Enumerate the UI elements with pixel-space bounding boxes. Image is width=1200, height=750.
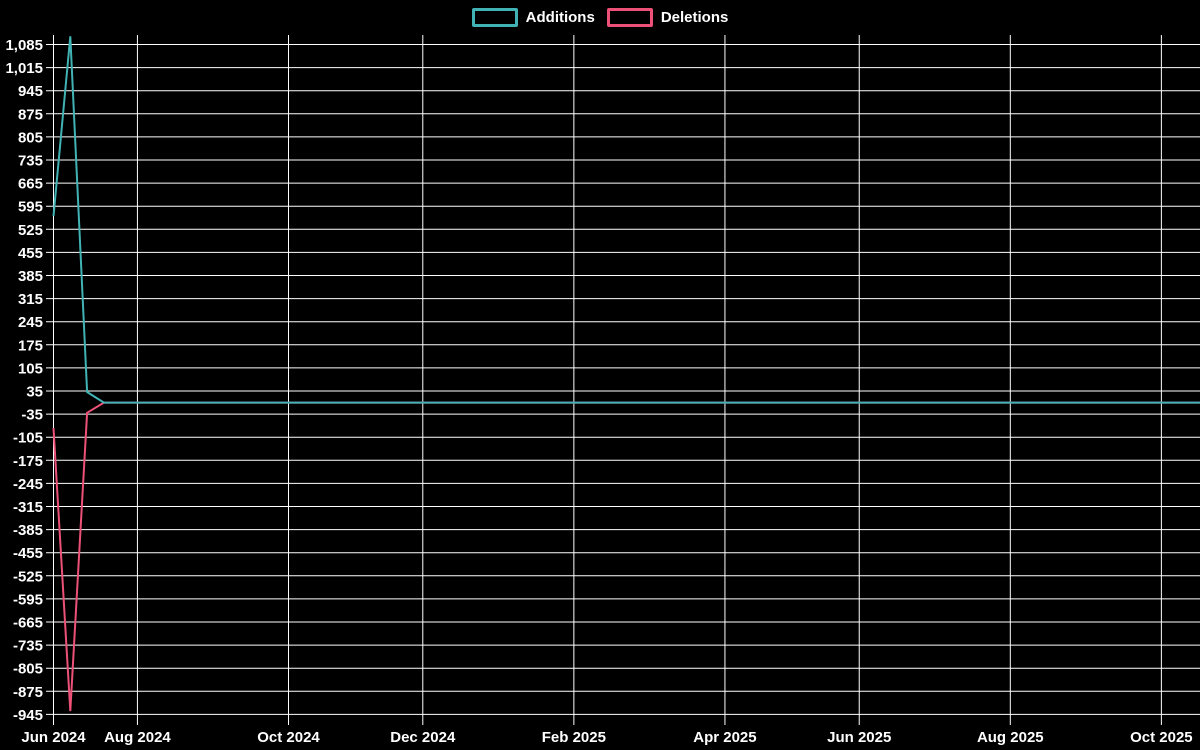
y-tick-label: 105 bbox=[18, 360, 43, 377]
legend-label-additions: Additions bbox=[525, 9, 595, 26]
y-tick-label: 875 bbox=[18, 106, 43, 123]
y-tick-label: -105 bbox=[13, 430, 43, 447]
legend-item-deletions[interactable]: Deletions bbox=[606, 8, 729, 27]
y-tick-label: 525 bbox=[18, 222, 43, 239]
y-tick-label: -315 bbox=[13, 499, 43, 516]
y-tick-label: -875 bbox=[13, 684, 43, 701]
deletions-swatch-icon bbox=[606, 8, 653, 27]
x-tick-label: Aug 2024 bbox=[104, 729, 171, 746]
y-tick-label: 805 bbox=[18, 129, 43, 146]
y-tick-label: -665 bbox=[13, 615, 43, 632]
deletions-line bbox=[52, 401, 1200, 712]
y-tick-label: -945 bbox=[13, 707, 43, 724]
x-tick-label: Feb 2025 bbox=[542, 729, 606, 746]
y-tick-label: -245 bbox=[13, 476, 43, 493]
y-tick-label: 945 bbox=[18, 83, 43, 100]
y-tick-label: -385 bbox=[13, 522, 43, 539]
x-tick-label: Oct 2024 bbox=[257, 729, 320, 746]
y-tick-label: 1,085 bbox=[5, 37, 43, 54]
y-tick-label: 1,015 bbox=[5, 60, 43, 77]
x-tick-label: Jun 2024 bbox=[21, 729, 86, 746]
y-tick-label: 175 bbox=[18, 337, 43, 354]
y-tick-label: 245 bbox=[18, 314, 43, 331]
y-tick-label: -735 bbox=[13, 638, 43, 655]
x-tick-label: Apr 2025 bbox=[693, 729, 756, 746]
x-tick-label: Aug 2025 bbox=[977, 729, 1044, 746]
y-tick-label: -455 bbox=[13, 545, 43, 562]
y-tick-label: 455 bbox=[18, 245, 43, 262]
y-tick-label: -35 bbox=[21, 407, 43, 424]
additions-line bbox=[52, 36, 1200, 404]
x-tick-label: Oct 2025 bbox=[1130, 729, 1193, 746]
y-tick-label: -175 bbox=[13, 453, 43, 470]
legend-item-additions[interactable]: Additions bbox=[471, 8, 595, 27]
y-tick-label: 665 bbox=[18, 176, 43, 193]
legend-label-deletions: Deletions bbox=[660, 9, 729, 26]
x-tick-label: Dec 2024 bbox=[390, 729, 456, 746]
y-tick-label: 385 bbox=[18, 268, 43, 285]
y-tick-label: 35 bbox=[26, 384, 43, 401]
y-tick-label: 315 bbox=[18, 291, 43, 308]
chart-legend: Additions Deletions bbox=[0, 8, 1200, 27]
x-tick-label: Jun 2025 bbox=[827, 729, 891, 746]
y-tick-label: -525 bbox=[13, 568, 43, 585]
y-tick-label: -805 bbox=[13, 661, 43, 678]
y-tick-label: 595 bbox=[18, 199, 43, 216]
y-tick-label: -595 bbox=[13, 591, 43, 608]
y-tick-label: 735 bbox=[18, 153, 43, 170]
additions-swatch-icon bbox=[471, 8, 518, 27]
